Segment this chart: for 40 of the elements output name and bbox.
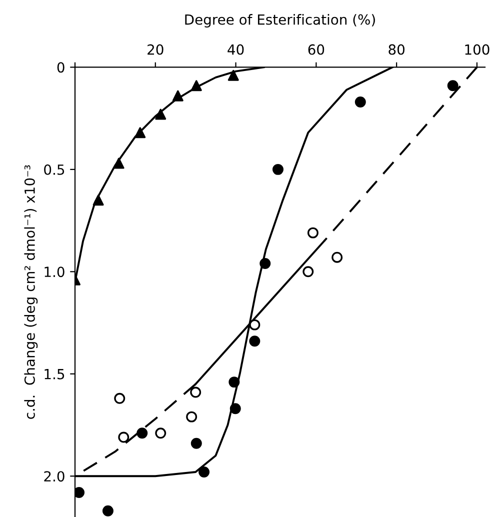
point bbox=[172, 90, 184, 102]
point bbox=[113, 158, 124, 169]
y-tick-label: 1.5 bbox=[44, 369, 64, 380]
point bbox=[190, 438, 202, 449]
point bbox=[447, 80, 458, 92]
point bbox=[198, 466, 210, 478]
point bbox=[272, 164, 284, 175]
point bbox=[118, 432, 130, 443]
y-tick-label: 2.0 bbox=[44, 471, 64, 482]
point bbox=[186, 411, 198, 422]
point bbox=[228, 376, 240, 388]
point bbox=[155, 428, 166, 439]
y-tick-label: 0 bbox=[57, 62, 64, 73]
point bbox=[332, 252, 343, 263]
point bbox=[307, 227, 318, 238]
point bbox=[136, 428, 148, 439]
y-tick-label: 1.0 bbox=[44, 266, 64, 278]
point bbox=[75, 486, 85, 498]
point bbox=[92, 194, 104, 206]
point bbox=[249, 319, 260, 330]
x-tick-label: 100 bbox=[465, 44, 490, 55]
point bbox=[302, 266, 314, 278]
point bbox=[228, 70, 239, 81]
point bbox=[114, 392, 126, 404]
x-tick-label: 20 bbox=[148, 44, 164, 55]
point bbox=[249, 336, 260, 347]
x-tick-label: 60 bbox=[308, 44, 324, 55]
point bbox=[190, 386, 202, 398]
point bbox=[190, 80, 202, 92]
point bbox=[260, 258, 271, 269]
point bbox=[230, 403, 241, 414]
x-tick-label: 80 bbox=[388, 44, 404, 55]
point bbox=[155, 108, 166, 120]
y-tick-label: 0.5 bbox=[44, 164, 64, 175]
y-axis-title: c.d. Change (deg cm² dmol⁻¹) x10⁻³ bbox=[24, 165, 38, 419]
x-tick-label: 40 bbox=[228, 44, 244, 55]
x-axis-title: Degree of Esterification (%) bbox=[185, 14, 375, 28]
point bbox=[354, 96, 366, 108]
point bbox=[134, 127, 146, 138]
point bbox=[102, 505, 114, 516]
